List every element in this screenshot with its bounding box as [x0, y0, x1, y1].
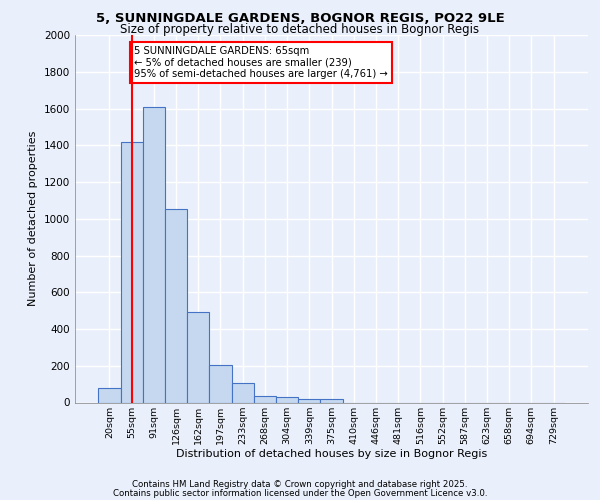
Y-axis label: Number of detached properties: Number of detached properties: [28, 131, 38, 306]
Text: Contains public sector information licensed under the Open Government Licence v3: Contains public sector information licen…: [113, 488, 487, 498]
Text: 5 SUNNINGDALE GARDENS: 65sqm
← 5% of detached houses are smaller (239)
95% of se: 5 SUNNINGDALE GARDENS: 65sqm ← 5% of det…: [134, 46, 388, 79]
Bar: [298, 399, 320, 402]
Text: 5, SUNNINGDALE GARDENS, BOGNOR REGIS, PO22 9LE: 5, SUNNINGDALE GARDENS, BOGNOR REGIS, PO…: [95, 12, 505, 26]
Bar: [276, 398, 298, 402]
Text: Contains HM Land Registry data © Crown copyright and database right 2025.: Contains HM Land Registry data © Crown c…: [132, 480, 468, 489]
Bar: [187, 312, 209, 402]
Bar: [165, 208, 187, 402]
Bar: [320, 399, 343, 402]
Bar: [98, 388, 121, 402]
Bar: [209, 365, 232, 403]
X-axis label: Distribution of detached houses by size in Bognor Regis: Distribution of detached houses by size …: [176, 450, 487, 460]
Bar: [254, 396, 276, 402]
Bar: [121, 142, 143, 402]
Bar: [143, 106, 165, 403]
Bar: [232, 383, 254, 402]
Text: Size of property relative to detached houses in Bognor Regis: Size of property relative to detached ho…: [121, 22, 479, 36]
